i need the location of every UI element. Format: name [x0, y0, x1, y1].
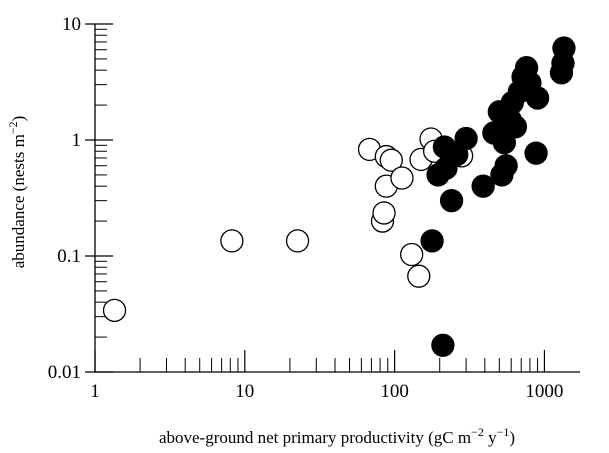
y-tick-label: 0.01 — [48, 362, 81, 383]
open-point — [407, 264, 431, 288]
filled-point — [431, 333, 455, 357]
axes: 1 10 100 1000 0.01 0.1 1 10 — [48, 14, 580, 402]
filled-point — [494, 154, 518, 178]
x-tick-label: 1000 — [525, 381, 563, 402]
x-tick-label: 100 — [380, 381, 409, 402]
data-points — [102, 36, 576, 357]
filled-point — [439, 189, 464, 213]
open-point — [379, 148, 403, 172]
x-tick-label: 1 — [90, 381, 100, 402]
x-tick-label: 10 — [235, 381, 254, 402]
filled-point — [471, 174, 495, 198]
filled-point — [524, 141, 548, 165]
filled-point — [503, 115, 528, 139]
open-point — [390, 166, 414, 190]
filled-point — [525, 86, 550, 110]
open-point — [102, 298, 127, 322]
filled-point — [420, 229, 444, 253]
open-point — [400, 242, 424, 267]
y-axis-label: abundance (nests m−2) — [6, 116, 28, 269]
filled-point — [552, 36, 576, 60]
y-tick-label: 1 — [72, 130, 82, 151]
open-point — [372, 201, 396, 225]
y-tick-label: 10 — [62, 14, 81, 35]
open-point — [220, 229, 244, 253]
filled-point — [492, 130, 516, 155]
filled-point — [454, 126, 478, 151]
open-point — [285, 229, 310, 253]
x-axis-label: above-ground net primary productivity (g… — [159, 425, 515, 447]
y-tick-label: 0.1 — [57, 246, 81, 267]
